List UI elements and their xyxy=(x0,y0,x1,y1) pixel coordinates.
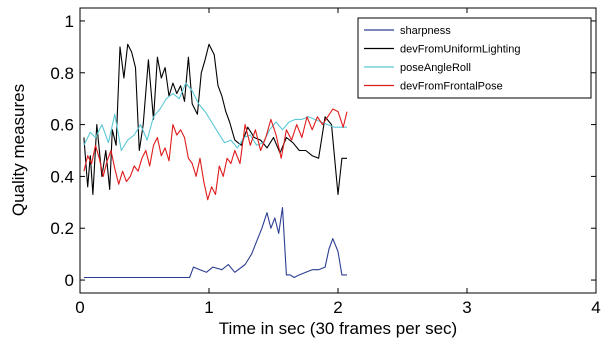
y-tick-label: 0 xyxy=(65,271,74,290)
y-tick-label: 1 xyxy=(65,12,74,31)
y-tick-label: 0.6 xyxy=(50,116,74,135)
series-layer xyxy=(83,43,348,279)
y-tick-label: 0.2 xyxy=(50,219,74,238)
series-line-poseAngleRoll xyxy=(83,82,347,152)
x-axis-title: Time in sec (30 frames per sec) xyxy=(219,319,457,338)
y-tick-label: 0.8 xyxy=(50,64,74,83)
legend: sharpness devFromUniformLighting poseAngle… xyxy=(357,17,592,99)
legend-label-devFromUniformLighting: devFromUniformLighting xyxy=(400,44,520,56)
x-tick-label: 1 xyxy=(204,298,213,317)
x-tick-label: 4 xyxy=(591,298,600,317)
legend-label-sharpness: sharpness xyxy=(400,25,451,37)
y-tick-label: 0.4 xyxy=(50,167,74,186)
series-line-devFromUniformLighting xyxy=(83,43,347,196)
series-line-sharpness xyxy=(83,206,347,279)
x-tick-label: 0 xyxy=(75,298,84,317)
y-axis-title: Quality measures xyxy=(9,84,28,216)
tick-layer: 0 1 2 3 4 0 0.2 0.4 0.6 0.8 1 xyxy=(50,8,601,317)
x-tick-label: 3 xyxy=(462,298,471,317)
x-tick-label: 2 xyxy=(333,298,342,317)
legend-label-devFromFrontalPose: devFromFrontalPose xyxy=(400,81,503,93)
legend-label-poseAngleRoll: poseAngleRoll xyxy=(400,62,471,74)
series-line-devFromFrontalPose xyxy=(83,108,348,201)
legend-items: sharpness devFromUniformLighting poseAngle… xyxy=(364,25,520,93)
legend-box xyxy=(357,17,592,99)
